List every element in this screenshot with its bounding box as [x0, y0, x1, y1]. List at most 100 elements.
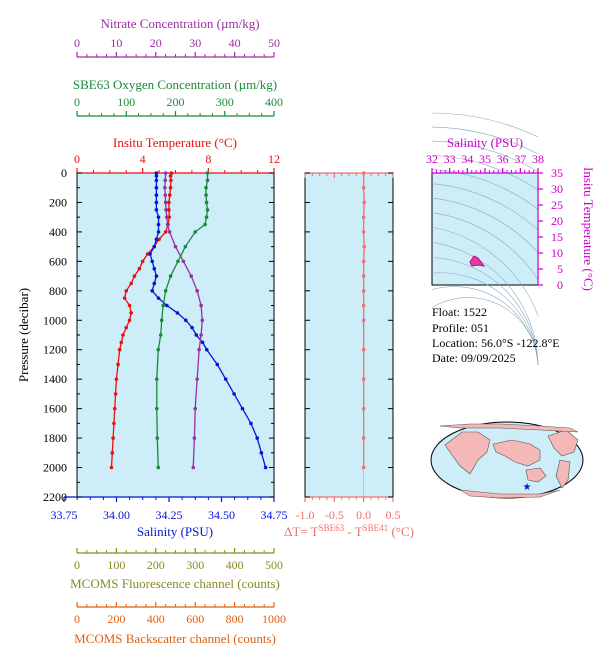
ts-profile-cluster [469, 255, 486, 267]
nitrate-data-point [164, 208, 168, 212]
temperature-data-point [124, 325, 129, 330]
delta-tick-label: 0.5 [386, 508, 401, 522]
oxygen-data-point [205, 208, 210, 212]
temperature-data-point [112, 421, 116, 426]
nitrate-tick-label: 10 [110, 36, 122, 50]
delta-plot-area [304, 172, 394, 498]
salinity-data-point [150, 259, 154, 264]
delta-data-point [361, 259, 366, 264]
pressure-tick-label: 1000 [43, 313, 67, 327]
oxygen-data-point [176, 259, 180, 264]
oxygen-data-point [168, 274, 173, 278]
temperature-data-point [169, 171, 174, 175]
salinity-tick-label: 34.50 [208, 508, 235, 522]
oxygen-tick-label: 100 [117, 95, 135, 109]
salinity-data-point [215, 362, 220, 367]
temperature-data-point [116, 362, 120, 367]
pressure-tick-label: 2000 [43, 461, 67, 475]
salinity-tick-label: 34.25 [156, 508, 183, 522]
salinity-data-point [150, 289, 154, 293]
temperature-data-point [113, 392, 118, 396]
salinity-data-point [154, 208, 159, 212]
nitrate-tick-label: 50 [268, 36, 280, 50]
temperature-data-point [132, 274, 137, 278]
fluorescence-tick-label: 0 [74, 558, 80, 572]
temperature-data-point [167, 200, 171, 205]
ts-temperature-tick-label: 30 [551, 182, 563, 196]
salinity-data-point [175, 311, 180, 315]
temperature-data-point [140, 259, 145, 264]
nitrate-data-point [165, 215, 169, 219]
temperature-tick-label: 0 [74, 152, 80, 166]
salinity-data-point [154, 174, 159, 178]
temperature-data-point [124, 289, 129, 293]
oxygen-data-point [204, 200, 209, 205]
temperature-data-point [167, 208, 171, 212]
pressure-tick-label: 1800 [43, 431, 67, 445]
salinity-data-point [148, 252, 152, 256]
oxygen-tick-label: 200 [167, 95, 185, 109]
nitrate-data-point [199, 303, 203, 308]
salinity-data-point [190, 325, 194, 330]
pressure-tick-label: 0 [61, 166, 67, 180]
series-layer [109, 171, 367, 470]
nitrate-data-point [163, 178, 168, 183]
nitrate-tick-label: 30 [189, 36, 201, 50]
oxygen-data-point [156, 465, 161, 470]
ts-temperature-axis-label: Insitu Temperature (°C) [581, 167, 596, 291]
temperature-data-point [119, 340, 124, 345]
float-location-star-icon: ★ [523, 482, 532, 493]
ts-plot-area [431, 172, 539, 286]
delta-data-point [362, 200, 367, 205]
nitrate-data-point [181, 259, 186, 264]
pressure-axis-label: Pressure (decibar) [16, 288, 31, 382]
pressure-tick-label: 1600 [43, 402, 67, 416]
oxygen-data-point [204, 193, 208, 197]
ts-temperature-tick-label: 10 [551, 246, 563, 260]
nitrate-data-point [193, 406, 197, 411]
ts-density-contour [431, 257, 539, 366]
nitrate-data-point [200, 318, 205, 323]
oxygen-data-point [204, 185, 208, 190]
delta-data-point [361, 289, 366, 293]
salinity-data-point [152, 266, 157, 271]
salinity-data-point [255, 436, 259, 440]
delta-data-point [361, 215, 366, 219]
temperature-data-point [127, 318, 132, 323]
nitrate-data-point [192, 436, 197, 440]
ts-salinity-tick-label: 38 [532, 152, 544, 166]
salinity-data-point [154, 237, 159, 242]
pressure-tick-label: 2200 [43, 490, 67, 504]
oxygen-data-point [155, 436, 160, 440]
nitrate-data-point [163, 200, 168, 205]
salinity-data-point [205, 347, 209, 352]
nitrate-tick-label: 40 [229, 36, 241, 50]
oxygen-data-point [158, 333, 163, 337]
delta-data-point [361, 171, 366, 175]
fluorescence-tick-label: 100 [107, 558, 125, 572]
oxygen-tick-label: 400 [265, 95, 283, 109]
salinity-data-point [154, 178, 159, 183]
delta-axis-label: ΔT= TSBE63 - TSBE41 (°C) [284, 523, 414, 539]
temperature-data-point [121, 333, 125, 337]
salinity-data-point [154, 185, 159, 190]
ts-salinity-tick-label: 36 [497, 152, 509, 166]
fluorescence-tick-label: 200 [147, 558, 165, 572]
ts-salinity-tick-label: 35 [479, 152, 491, 166]
delta-data-point [361, 465, 366, 470]
float-id: Float: 1522 [432, 305, 487, 319]
ts-temperature-tick-label: 25 [551, 198, 563, 212]
oxygen-data-point [193, 230, 197, 234]
delta-data-point [361, 230, 366, 234]
nitrate-data-point [165, 222, 170, 227]
delta-tick-label: -0.5 [325, 508, 344, 522]
salinity-data-point [165, 303, 169, 308]
ts-density-contour [431, 226, 539, 316]
oxygen-data-point [154, 406, 159, 411]
fluorescence-tick-label: 400 [226, 558, 244, 572]
nitrate-data-point [197, 347, 201, 352]
ts-density-contour [431, 197, 539, 253]
oxygen-data-point [154, 377, 159, 381]
backscatter-tick-label: 600 [186, 612, 204, 626]
